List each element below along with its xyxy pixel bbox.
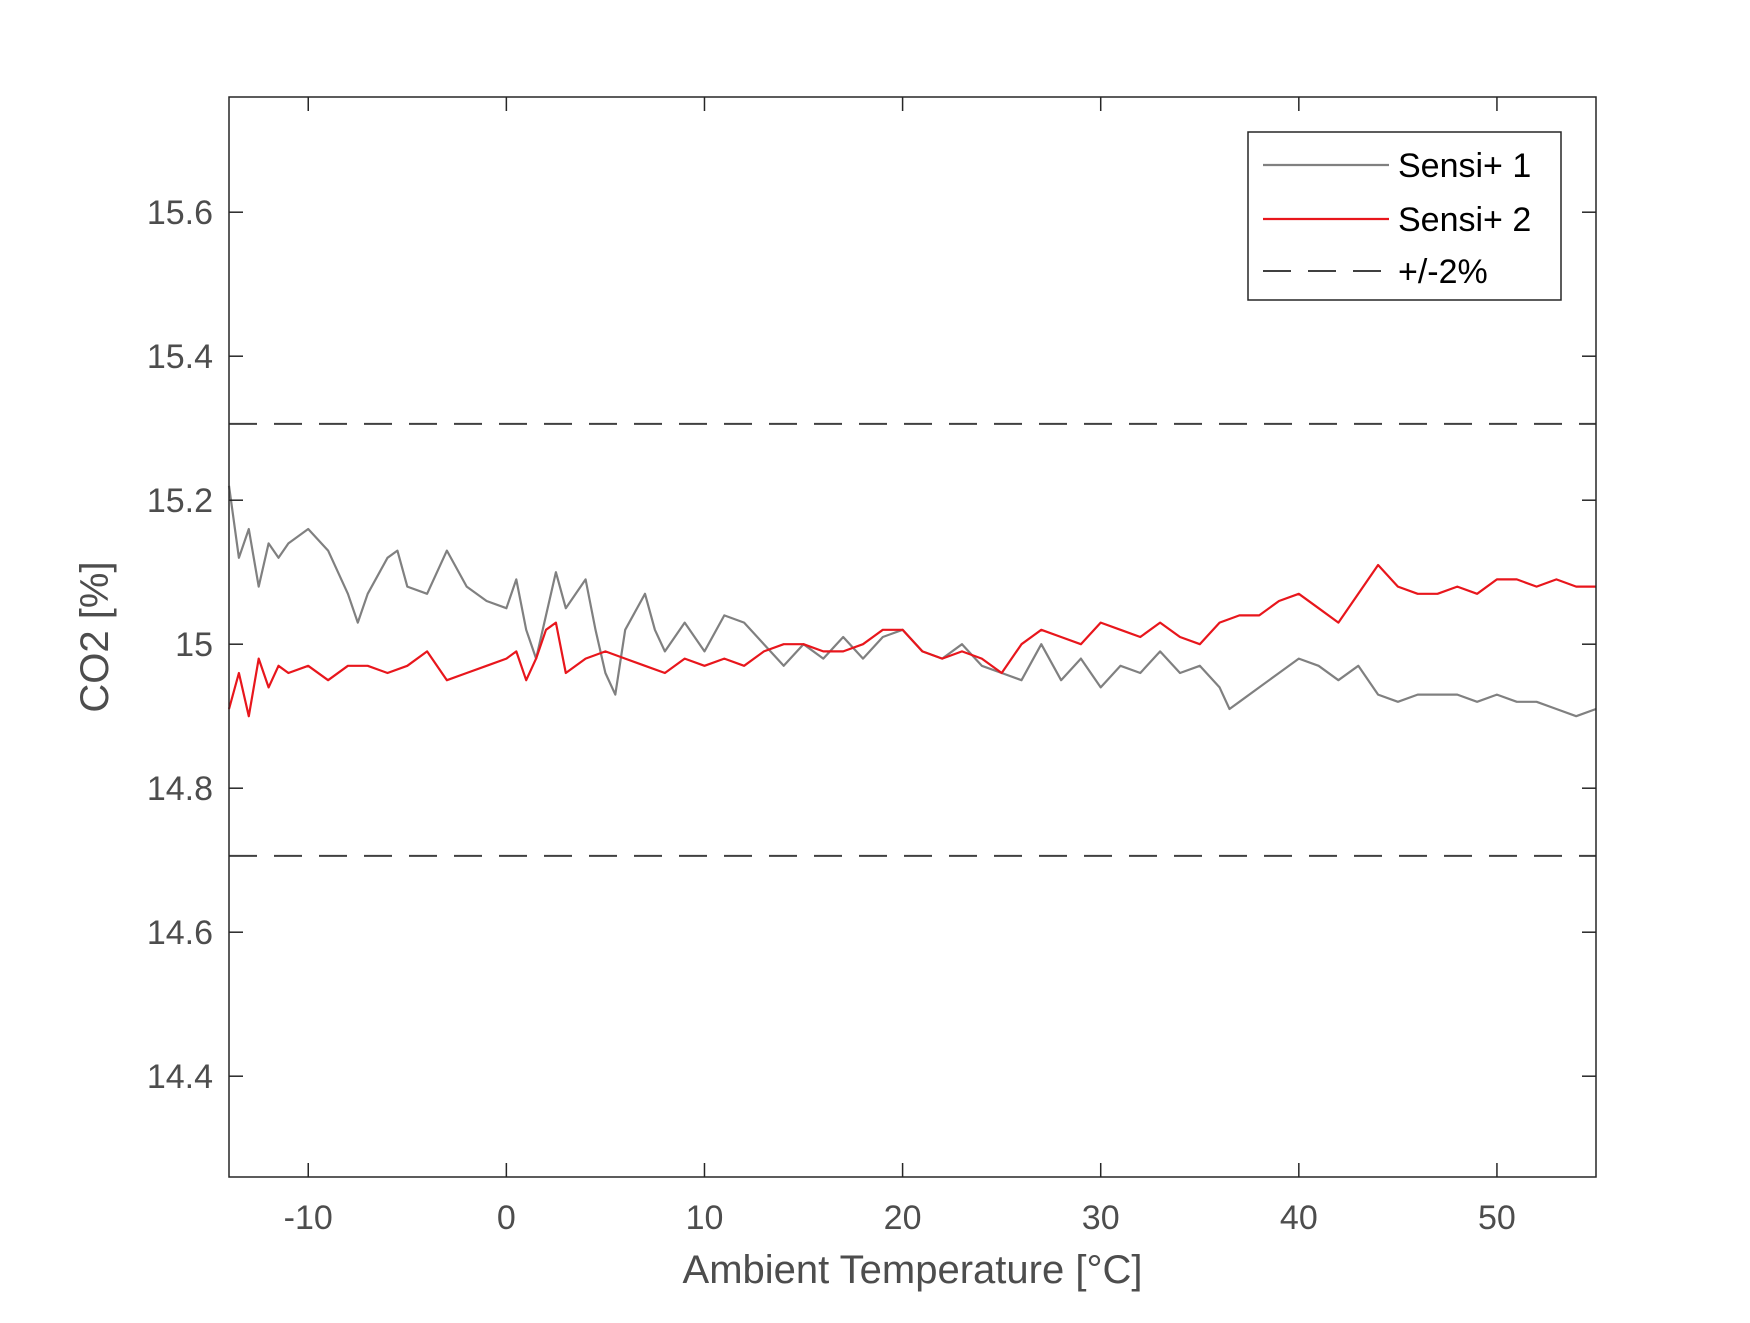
x-tick-label: 30 <box>1082 1199 1120 1237</box>
y-tick-label: 14.4 <box>147 1058 213 1096</box>
legend-label-tolerance: +/-2% <box>1398 253 1488 291</box>
y-tick-label: 15.2 <box>147 482 213 520</box>
y-axis-label: CO2 [%] <box>73 561 117 712</box>
x-tick-label: 10 <box>686 1199 724 1237</box>
legend-label-sensi1: Sensi+ 1 <box>1398 147 1531 185</box>
legend-label-sensi2: Sensi+ 2 <box>1398 201 1531 239</box>
x-tick-label: 20 <box>884 1199 922 1237</box>
series-line-1 <box>227 485 1597 718</box>
axes-frame <box>228 96 1597 1178</box>
legend-box <box>1247 131 1562 301</box>
x-tick-label: 40 <box>1280 1199 1318 1237</box>
y-tick-label: 14.6 <box>147 914 213 952</box>
plot-area <box>227 422 1597 857</box>
y-tick-label: 14.8 <box>147 770 213 808</box>
axes: -10 0 10 20 30 40 50 14.4 14.6 14.8 15 15.2 15.4 15.6 <box>147 96 1597 1237</box>
x-axis-label: Ambient Temperature [°C] <box>683 1248 1143 1292</box>
x-tick-label: 0 <box>497 1199 516 1237</box>
x-tick-label: 50 <box>1478 1199 1516 1237</box>
y-tick-label: 15.4 <box>147 338 213 376</box>
legend: Sensi+ 1 Sensi+ 2 +/-2% <box>1247 131 1562 301</box>
series-line-2 <box>227 563 1596 718</box>
x-tick-label: -10 <box>284 1199 333 1237</box>
y-tick-label: 15 <box>175 626 213 664</box>
y-tick-label: 15.6 <box>147 194 213 232</box>
